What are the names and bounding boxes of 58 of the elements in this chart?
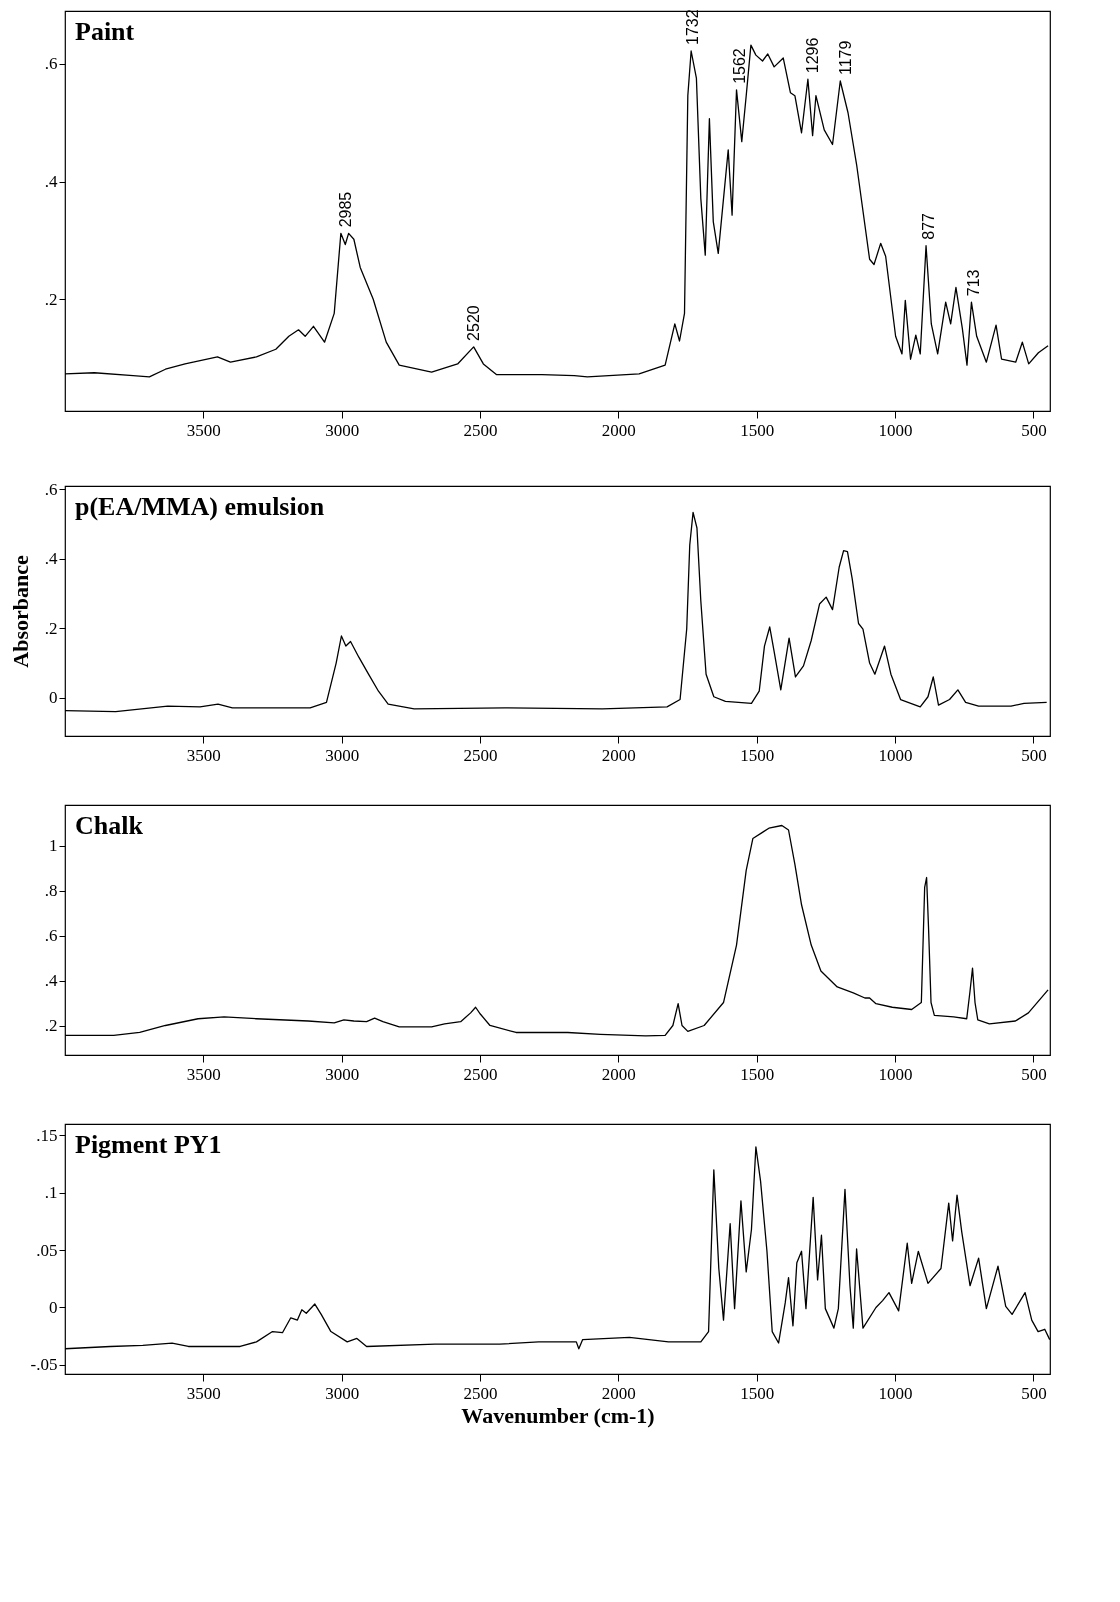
x-axis-title: Wavenumber (cm-1) xyxy=(461,1402,655,1428)
y-tick-label: .1 xyxy=(44,1183,58,1203)
chart-title: Paint xyxy=(75,17,135,46)
y-axis-title: Absorbance xyxy=(7,555,33,668)
chart-title: p(EA/MMA) emulsion xyxy=(75,492,325,521)
x-tick-label: 1500 xyxy=(740,1064,775,1084)
chart-title: Chalk xyxy=(75,811,144,840)
x-tick-label: 1000 xyxy=(878,745,913,765)
x-tick-label: 500 xyxy=(1021,1064,1047,1084)
y-tick-label: .15 xyxy=(36,1125,58,1145)
y-tick-label: .05 xyxy=(36,1240,58,1260)
x-tick-label: 1500 xyxy=(740,745,775,765)
x-tick-label: 2500 xyxy=(463,1064,498,1084)
x-tick-label: 1000 xyxy=(878,1383,913,1403)
y-tick-label: -.05 xyxy=(30,1355,58,1375)
x-tick-label: 500 xyxy=(1021,745,1047,765)
y-tick-label: .6 xyxy=(44,479,58,499)
y-tick-label: 0 xyxy=(49,1297,58,1317)
x-tick-label: 2500 xyxy=(463,420,498,440)
x-tick-label: 2000 xyxy=(601,420,636,440)
y-tick-label: .4 xyxy=(44,172,58,192)
y-tick-label: 0 xyxy=(49,688,58,708)
x-tick-label: 3500 xyxy=(186,745,221,765)
annotation: 2520 xyxy=(465,305,483,341)
annotation: 1179 xyxy=(836,40,854,75)
x-tick-label: 3000 xyxy=(325,1064,360,1084)
x-tick-label: 1000 xyxy=(878,1064,913,1084)
x-tick-label: 3500 xyxy=(186,1064,221,1084)
x-tick-label: 3000 xyxy=(325,745,360,765)
x-tick-label: 2000 xyxy=(601,745,636,765)
x-tick-label: 500 xyxy=(1021,1383,1047,1403)
x-tick-label: 1500 xyxy=(740,1383,775,1403)
y-tick-label: .4 xyxy=(44,549,58,569)
x-tick-label: 1000 xyxy=(878,420,913,440)
annotation: 2985 xyxy=(336,191,354,228)
x-tick-label: 2000 xyxy=(601,1064,636,1084)
x-tick-label: 2500 xyxy=(463,1383,498,1403)
y-tick-label: .2 xyxy=(44,1016,58,1036)
y-tick-label: .2 xyxy=(44,289,58,309)
annotation: 713 xyxy=(965,269,983,297)
x-tick-label: 1500 xyxy=(740,420,775,440)
y-tick-label: .2 xyxy=(44,618,58,638)
x-tick-label: 2000 xyxy=(601,1383,636,1403)
x-tick-label: 2500 xyxy=(463,745,498,765)
y-tick-label: .4 xyxy=(44,971,58,991)
y-tick-label: .8 xyxy=(44,881,58,901)
chart-title: Pigment PY1 xyxy=(75,1130,222,1159)
x-tick-label: 3000 xyxy=(325,1383,360,1403)
annotation: 1296 xyxy=(804,37,822,74)
y-tick-label: .6 xyxy=(44,926,58,946)
y-tick-label: 1 xyxy=(49,836,58,856)
x-tick-label: 3500 xyxy=(186,420,221,440)
annotation: 1562 xyxy=(730,48,748,84)
y-tick-label: .6 xyxy=(44,54,58,74)
x-tick-label: 3000 xyxy=(325,420,360,440)
annotation: 877 xyxy=(920,212,938,240)
x-tick-label: 500 xyxy=(1021,420,1047,440)
x-tick-label: 3500 xyxy=(186,1383,221,1403)
